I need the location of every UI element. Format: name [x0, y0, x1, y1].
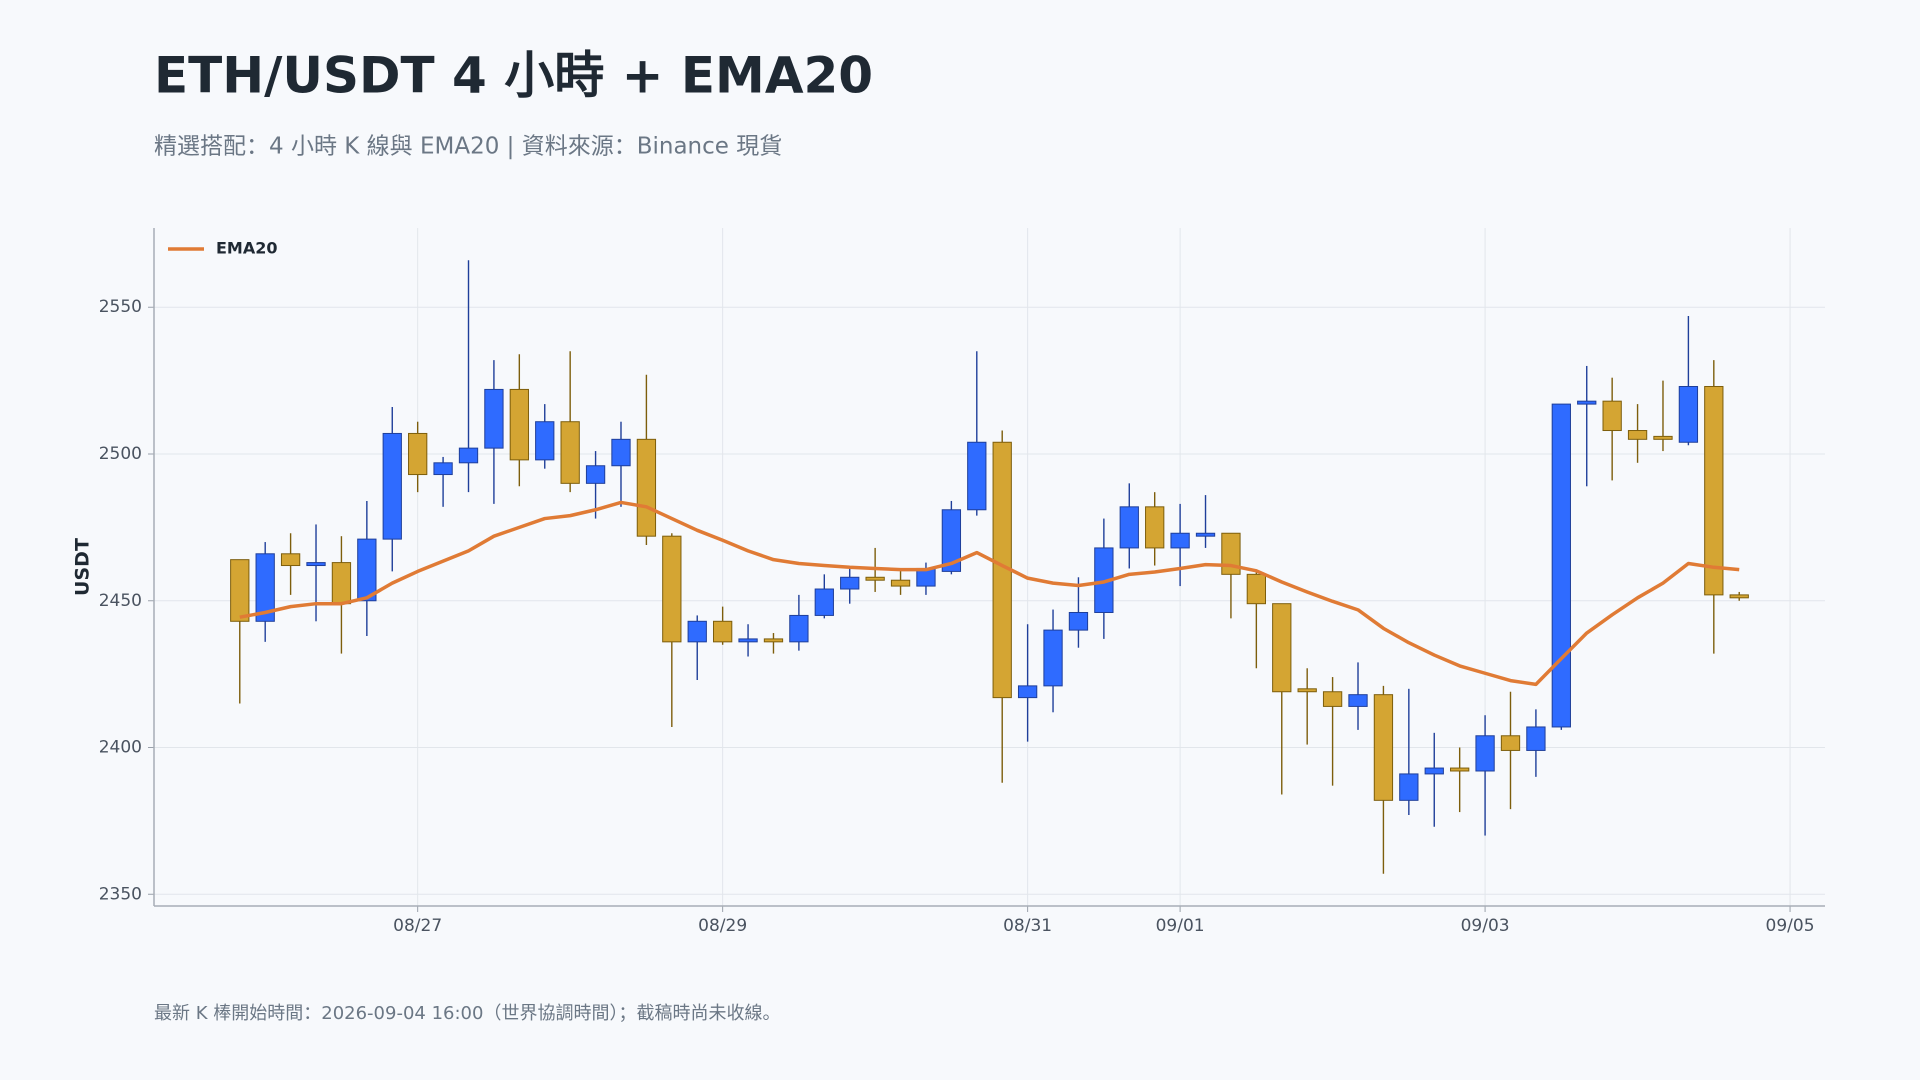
candle-body: [331, 562, 352, 605]
x-tick-label: 09/03: [1461, 916, 1510, 936]
chart-subtitle: 精選搭配：4 小時 K 線與 EMA20 | 資料來源：Binance 現貨: [154, 134, 782, 160]
candle-body: [1399, 773, 1419, 801]
candle-body: [1195, 532, 1216, 537]
candle-body: [357, 538, 377, 602]
candle-body: [1246, 573, 1267, 605]
candle-body: [1500, 735, 1521, 751]
candle-body: [636, 438, 657, 537]
candle-body: [408, 432, 428, 476]
candle-body: [890, 579, 911, 587]
candle-body: [255, 553, 275, 622]
candle-body: [280, 553, 301, 567]
candle-body: [967, 441, 987, 511]
candle-body: [560, 421, 580, 484]
candle-body: [1450, 767, 1470, 772]
candle-body: [1017, 685, 1038, 699]
candle-body: [433, 462, 453, 476]
candle-body: [1322, 691, 1343, 707]
candle-body: [1145, 506, 1165, 549]
candle-body: [509, 388, 529, 461]
candle-body: [484, 388, 504, 449]
candle-body: [1526, 726, 1546, 751]
candle-body: [1348, 694, 1368, 707]
candle-body: [1475, 735, 1495, 772]
ema-line: [239, 500, 1740, 687]
x-tick-label: 09/01: [1156, 916, 1205, 936]
candle-body: [1297, 688, 1317, 693]
x-tick-label: 08/27: [393, 916, 442, 936]
candle-body: [535, 421, 555, 461]
candle-body: [712, 620, 733, 643]
candle-body: [1551, 403, 1571, 728]
candle-body: [1704, 385, 1724, 596]
candle-body: [382, 432, 402, 540]
candle-body: [865, 576, 885, 581]
legend-label: EMA20: [216, 239, 278, 258]
candle-body: [306, 562, 326, 567]
candle-body: [1272, 603, 1292, 693]
candle-body: [1424, 767, 1444, 775]
candle-body: [687, 620, 707, 643]
candle-body: [611, 438, 631, 467]
candle-body: [585, 465, 606, 484]
candle-body: [1602, 400, 1622, 432]
candle-body: [1729, 594, 1749, 599]
candle-body: [230, 559, 250, 622]
candle-body: [1043, 629, 1063, 687]
candle-body: [1068, 611, 1089, 631]
candle-body: [1678, 385, 1699, 443]
candle-body: [840, 576, 860, 590]
y-tick-label: 2350: [99, 884, 142, 904]
y-tick-label: 2400: [99, 738, 142, 758]
candle-body: [763, 638, 784, 643]
x-tick-label: 08/29: [698, 916, 747, 936]
candle-body: [789, 614, 809, 643]
y-axis-label: USDT: [72, 538, 94, 596]
candle-body: [941, 509, 962, 572]
y-tick-label: 2550: [99, 297, 142, 317]
chart-title: ETH/USDT 4 小時 + EMA20: [154, 47, 873, 105]
candle-body: [1373, 694, 1394, 801]
x-tick-label: 09/05: [1766, 916, 1815, 936]
candle-body: [814, 588, 834, 616]
candle-body: [1577, 400, 1597, 405]
candle-body: [458, 447, 479, 464]
y-tick-label: 2500: [99, 444, 142, 464]
candle-body: [1119, 506, 1139, 549]
x-tick-label: 08/31: [1003, 916, 1052, 936]
candle-body: [662, 535, 682, 643]
y-tick-label: 2450: [99, 591, 142, 611]
candle-body: [1627, 430, 1648, 440]
candle-body: [738, 638, 758, 643]
candle-body: [1653, 435, 1673, 440]
candle-body: [1170, 532, 1190, 549]
footnote: 最新 K 棒開始時間：2026-09-04 16:00（世界協調時間）；截稿時尚…: [154, 1003, 780, 1024]
